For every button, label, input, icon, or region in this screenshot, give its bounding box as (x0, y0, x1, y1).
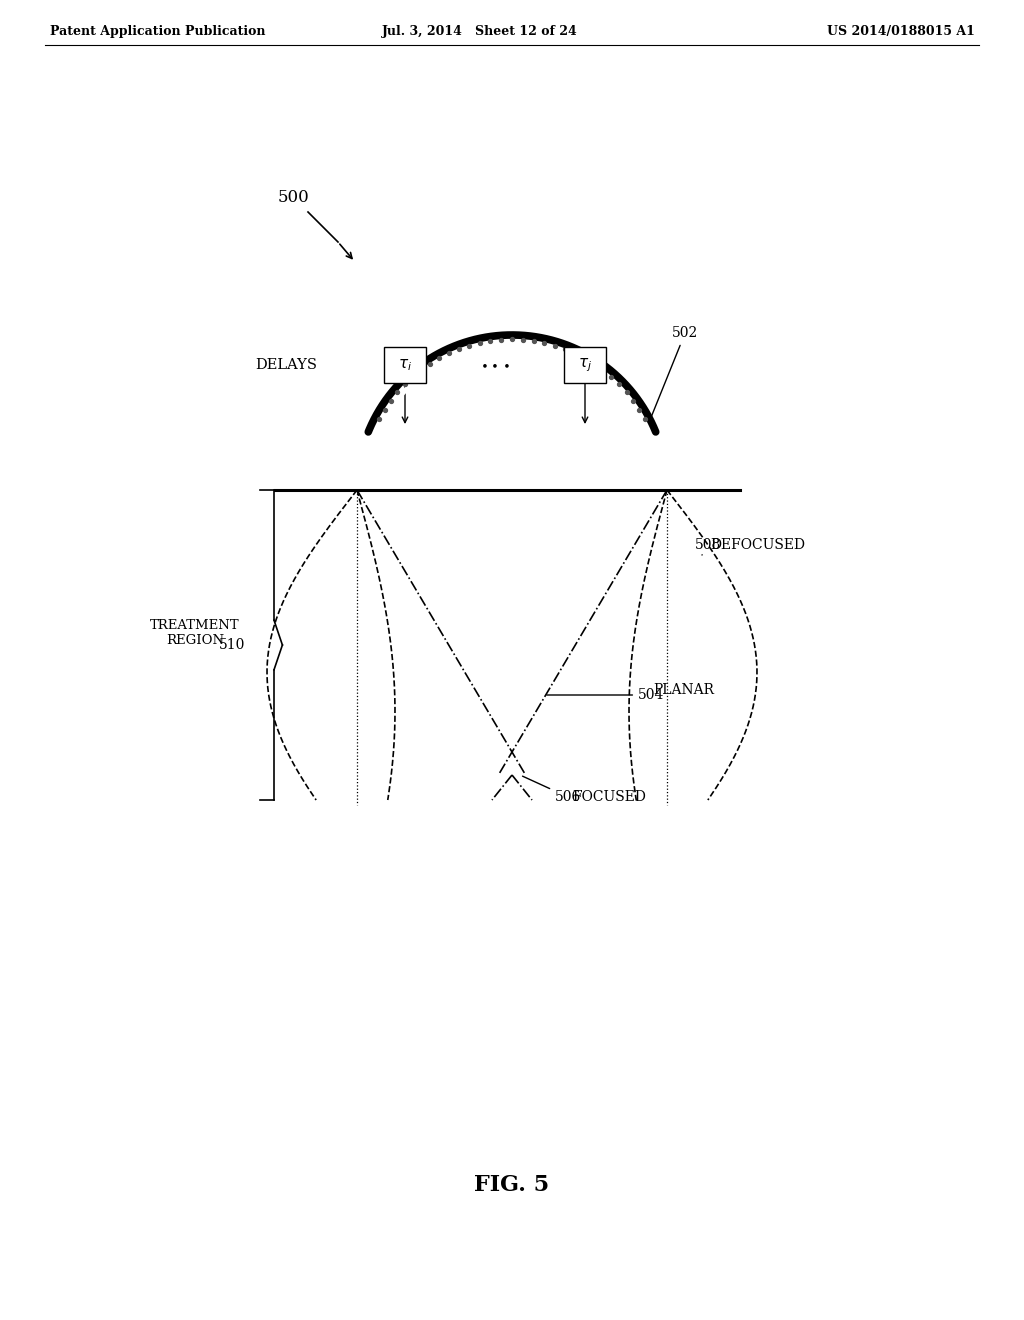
Text: DEFOCUSED: DEFOCUSED (710, 539, 805, 552)
FancyBboxPatch shape (384, 347, 426, 383)
Text: FIG. 5: FIG. 5 (474, 1173, 550, 1196)
Text: $\bullet\bullet\bullet$: $\bullet\bullet\bullet$ (479, 359, 510, 371)
Text: 500: 500 (278, 190, 309, 206)
Text: 504: 504 (547, 688, 665, 702)
Text: 508: 508 (695, 539, 721, 554)
Text: PLANAR: PLANAR (653, 682, 714, 697)
Text: $\tau_i$: $\tau_i$ (398, 358, 412, 372)
Text: DELAYS: DELAYS (255, 358, 317, 372)
Text: US 2014/0188015 A1: US 2014/0188015 A1 (827, 25, 975, 38)
Text: 502: 502 (651, 326, 698, 417)
Text: 510: 510 (219, 638, 245, 652)
Text: Jul. 3, 2014   Sheet 12 of 24: Jul. 3, 2014 Sheet 12 of 24 (382, 25, 578, 38)
Text: TREATMENT
REGION: TREATMENT REGION (151, 619, 240, 647)
Text: Patent Application Publication: Patent Application Publication (50, 25, 265, 38)
Text: 506: 506 (522, 776, 582, 804)
Text: FOCUSED: FOCUSED (572, 789, 646, 804)
FancyBboxPatch shape (564, 347, 606, 383)
Text: $\tau_j$: $\tau_j$ (578, 356, 592, 374)
